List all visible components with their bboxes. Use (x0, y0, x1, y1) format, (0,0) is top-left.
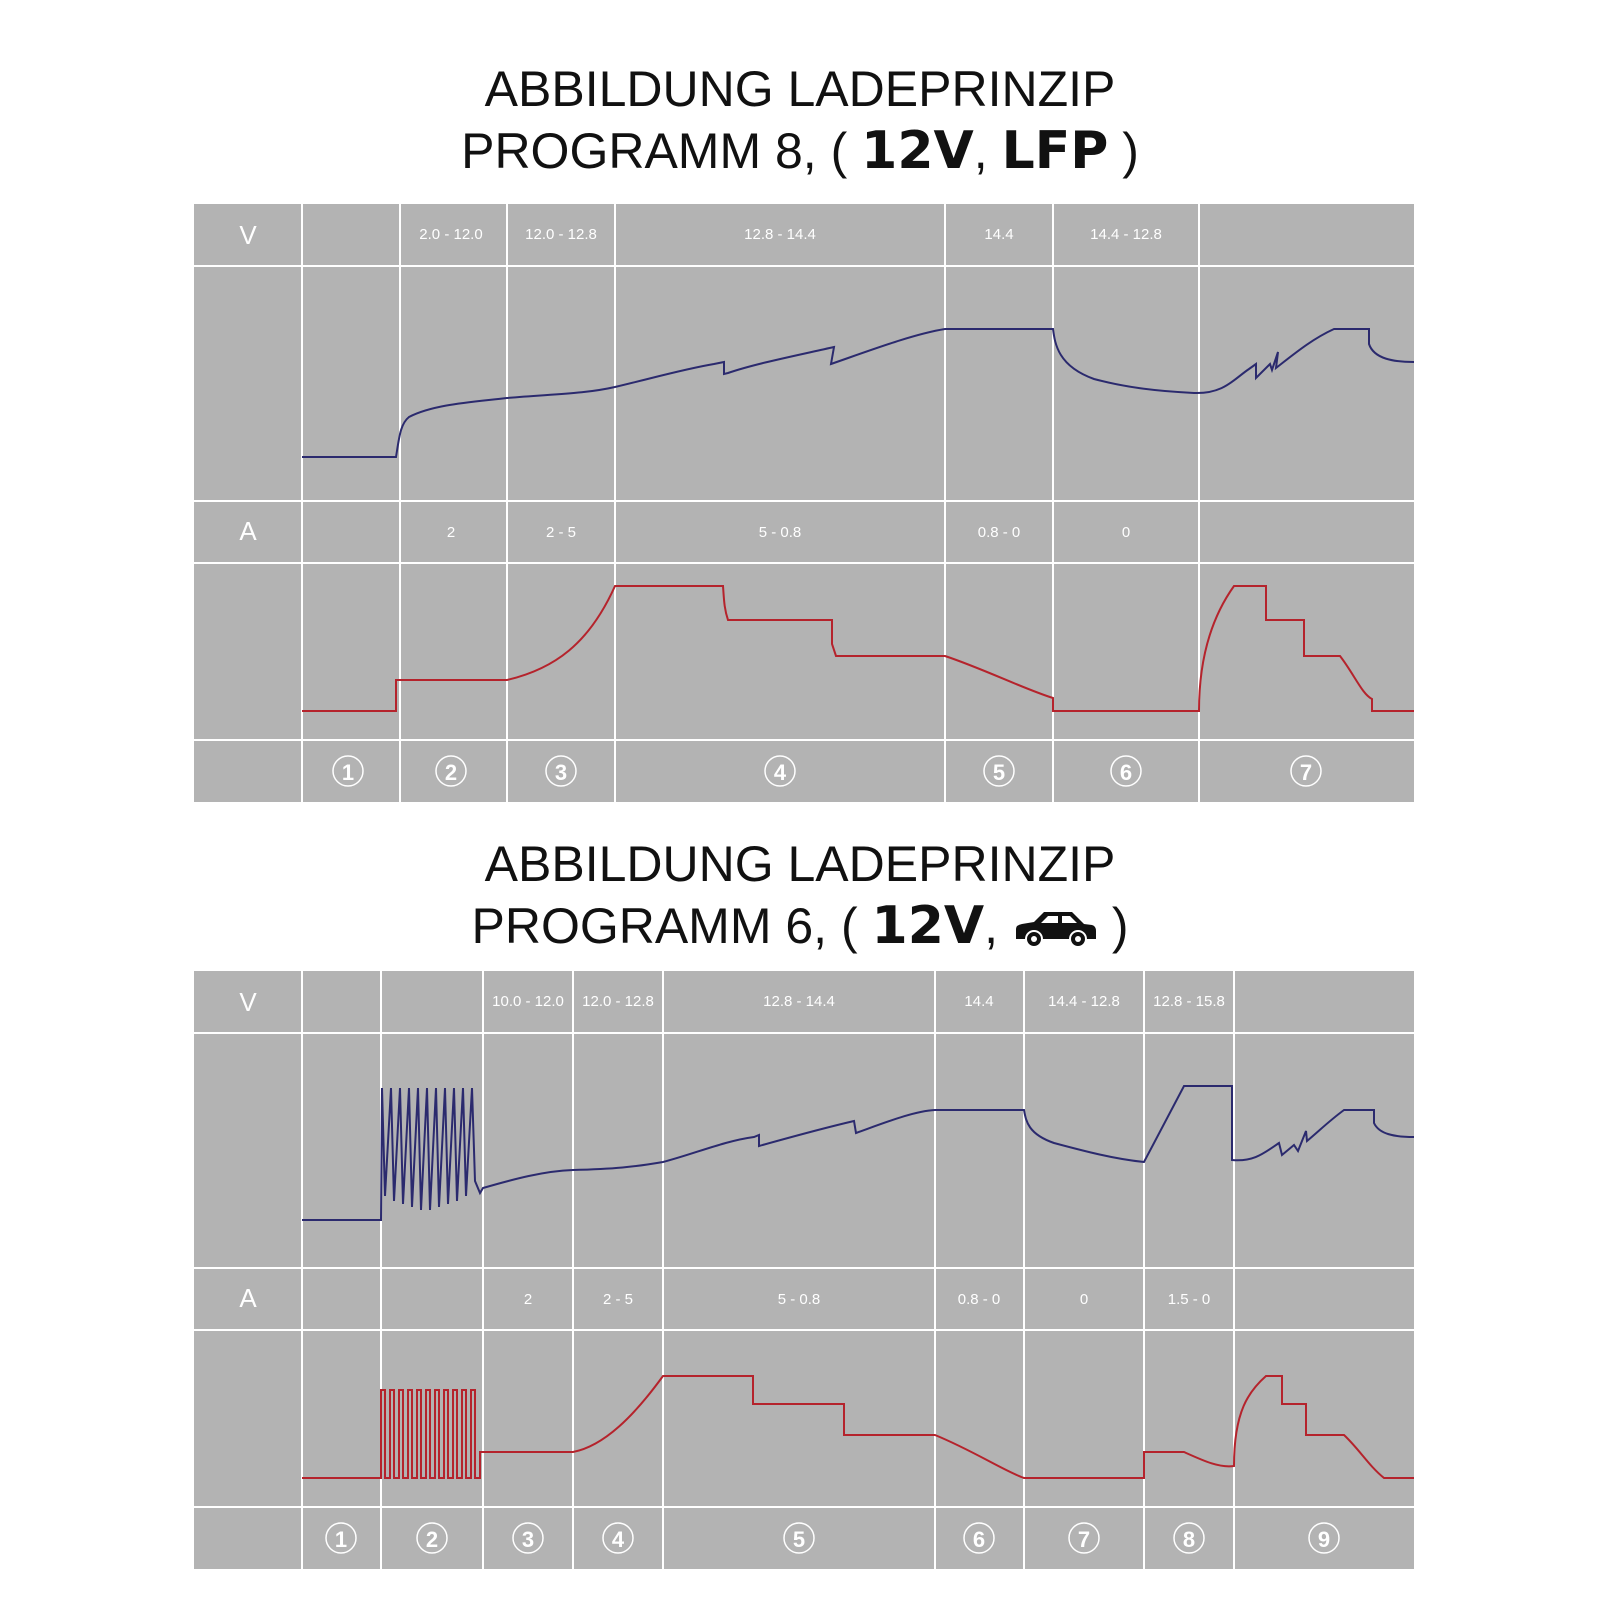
diagram-2-title-close: ) (1111, 898, 1129, 954)
diagram-1-panel: V A 2.0 - 12.0 12.0 - 12.8 12.8 - 14.4 1… (194, 204, 1414, 802)
diagram-1-current-curve (302, 585, 1414, 712)
diagram-2-step-3: 3 (512, 1522, 544, 1554)
car-icon (1012, 901, 1098, 963)
diagram-2-panel: V A 10.0 - 12.0 12.0 - 12.8 12.8 - 14.4 … (194, 971, 1414, 1569)
diagram-2-voltage-curve (302, 1085, 1414, 1221)
diagram-1-current-range-5: 0.8 - 0 (978, 524, 1021, 541)
diagram-1-voltage-range-5: 14.4 (984, 226, 1013, 243)
diagram-2-voltage-label: 12V (871, 896, 985, 956)
diagram-1-title-line1: ABBILDUNG LADEPRINZIP (484, 61, 1116, 117)
diagram-2-separator: , (984, 898, 999, 954)
diagram-2-voltage-range-7: 14.4 - 12.8 (1048, 993, 1120, 1010)
diagram-2-current-curve (302, 1375, 1414, 1479)
diagram-2-step-8: 8 (1173, 1522, 1205, 1554)
diagram-1-step-4: 4 (764, 755, 796, 787)
diagram-1-current-range-2: 2 (447, 524, 455, 541)
diagram-2-step-7-number: 7 (1078, 1527, 1090, 1552)
diagram-2-title: ABBILDUNG LADEPRINZIP PROGRAMM 6, ( 12V,… (0, 833, 1600, 963)
diagram-2-voltage-range-5: 12.8 - 14.4 (763, 993, 835, 1010)
diagram-1-step-1: 1 (332, 755, 364, 787)
diagram-2-steps: 1 2 3 4 5 6 7 (325, 1522, 1340, 1554)
diagram-1-step-6-number: 6 (1120, 760, 1132, 785)
diagram-1-current-range-4: 5 - 0.8 (759, 524, 802, 541)
diagram-2-step-1-number: 1 (335, 1527, 347, 1552)
diagram-2-step-6-number: 6 (973, 1527, 985, 1552)
diagram-2-voltage-range-3: 10.0 - 12.0 (492, 993, 564, 1010)
diagram-2-program-label: PROGRAMM 6, ( (471, 898, 858, 954)
diagram-1-a-label: A (239, 516, 257, 546)
diagram-2-step-1: 1 (325, 1522, 357, 1554)
diagram-2-current-range-5: 5 - 0.8 (778, 1291, 821, 1308)
diagram-2-step-3-number: 3 (522, 1527, 534, 1552)
diagram-1-program-label: PROGRAMM 8, ( (461, 123, 848, 179)
diagram-2-v-label: V (239, 987, 257, 1017)
diagram-1-step-2-number: 2 (445, 760, 457, 785)
diagram-1-step-6: 6 (1110, 755, 1142, 787)
diagram-1-step-7: 7 (1290, 755, 1322, 787)
diagram-1-current-range-6: 0 (1122, 524, 1130, 541)
diagram-1-step-2: 2 (435, 755, 467, 787)
diagram-1-voltage-label: 12V (861, 121, 974, 181)
diagram-1-title-line2: PROGRAMM 8, ( 12V, LFP ) (0, 120, 1600, 182)
diagram-2-chart: V A 10.0 - 12.0 12.0 - 12.8 12.8 - 14.4 … (194, 971, 1414, 1569)
diagram-1-step-3-number: 3 (555, 760, 567, 785)
diagram-2-step-6: 6 (963, 1522, 995, 1554)
diagram-2-step-2-number: 2 (426, 1527, 438, 1552)
diagram-2-current-range-8: 1.5 - 0 (1168, 1291, 1211, 1308)
diagram-1-current-range-3: 2 - 5 (546, 524, 576, 541)
diagram-2-step-4: 4 (602, 1522, 634, 1554)
diagram-1-voltage-range-2: 2.0 - 12.0 (419, 226, 482, 243)
diagram-2-title-line2: PROGRAMM 6, ( 12V, ) (0, 895, 1600, 963)
diagram-2-current-range-3: 2 (524, 1291, 532, 1308)
diagram-1-voltage-range-3: 12.0 - 12.8 (525, 226, 597, 243)
diagram-2-current-range-6: 0.8 - 0 (958, 1291, 1001, 1308)
diagram-2-step-5-number: 5 (793, 1527, 805, 1552)
diagram-2-a-label: A (239, 1283, 257, 1313)
diagram-2-current-range-4: 2 - 5 (603, 1291, 633, 1308)
diagram-1-chart: V A 2.0 - 12.0 12.0 - 12.8 12.8 - 14.4 1… (194, 204, 1414, 802)
diagram-1-separator: , (973, 123, 988, 179)
diagram-2-step-9-number: 9 (1318, 1527, 1330, 1552)
diagram-1-title: ABBILDUNG LADEPRINZIP PROGRAMM 8, ( 12V,… (0, 58, 1600, 182)
diagram-2-voltage-range-8: 12.8 - 15.8 (1153, 993, 1225, 1010)
diagram-2-step-9: 9 (1308, 1522, 1340, 1554)
diagram-2-step-7: 7 (1068, 1522, 1100, 1554)
diagram-1-step-1-number: 1 (342, 760, 354, 785)
diagram-2-step-4-number: 4 (612, 1527, 625, 1552)
diagram-1-step-4-number: 4 (774, 760, 787, 785)
diagram-1-voltage-curve (302, 328, 1414, 458)
diagram-1-v-label: V (239, 220, 257, 250)
diagram-2-step-8-number: 8 (1183, 1527, 1195, 1552)
diagram-2-background (194, 971, 1414, 1569)
diagram-1-title-close: ) (1122, 123, 1139, 179)
diagram-2-step-2: 2 (416, 1522, 448, 1554)
diagram-2-title-line1: ABBILDUNG LADEPRINZIP (484, 836, 1116, 892)
diagram-2-step-5: 5 (783, 1522, 815, 1554)
diagram-1-mode-label: LFP (1001, 121, 1109, 181)
diagram-2-voltage-range-4: 12.0 - 12.8 (582, 993, 654, 1010)
diagram-1-step-3: 3 (545, 755, 577, 787)
diagram-1-step-7-number: 7 (1300, 760, 1312, 785)
diagram-1-steps: 1 2 3 4 5 6 7 (332, 755, 1322, 787)
diagram-1-voltage-range-6: 14.4 - 12.8 (1090, 226, 1162, 243)
diagram-2-current-range-7: 0 (1080, 1291, 1088, 1308)
diagram-1-background (194, 204, 1414, 802)
diagram-1-voltage-range-4: 12.8 - 14.4 (744, 226, 816, 243)
diagram-2-voltage-range-6: 14.4 (964, 993, 993, 1010)
diagram-1-step-5: 5 (983, 755, 1015, 787)
diagram-1-step-5-number: 5 (993, 760, 1005, 785)
